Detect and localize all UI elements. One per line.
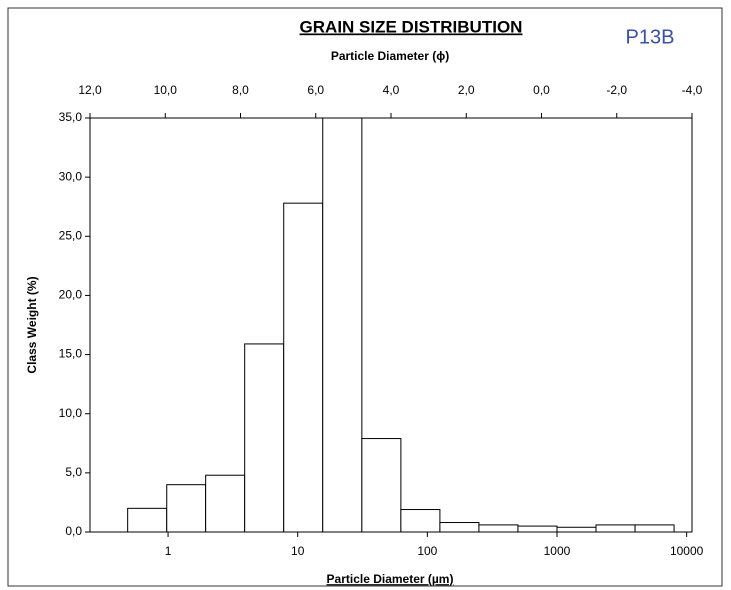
x2-tick-label: 12,0 bbox=[78, 83, 102, 97]
x-axis-label: Particle Diameter (µm) bbox=[327, 572, 454, 586]
bar bbox=[478, 524, 519, 533]
bar bbox=[205, 474, 246, 533]
x2-tick-label: 0,0 bbox=[533, 83, 550, 97]
bar bbox=[166, 484, 207, 533]
bar bbox=[556, 526, 597, 533]
y-tick-label: 30,0 bbox=[59, 169, 83, 183]
x2-tick-label: -2,0 bbox=[606, 83, 627, 97]
y-tick-label: 0,0 bbox=[65, 524, 82, 538]
bar bbox=[439, 522, 480, 533]
x-tick-label: 10 bbox=[291, 544, 305, 558]
x-tick-label: 1000 bbox=[544, 544, 571, 558]
x-tick-label: 100 bbox=[417, 544, 437, 558]
chart-title: GRAIN SIZE DISTRIBUTION bbox=[300, 17, 523, 36]
bar bbox=[127, 507, 168, 533]
bar bbox=[322, 117, 363, 533]
frame bbox=[7, 7, 723, 587]
bar bbox=[595, 524, 636, 533]
x2-tick-label: 10,0 bbox=[154, 83, 178, 97]
y-tick-label: 25,0 bbox=[59, 228, 83, 242]
bar bbox=[400, 509, 441, 533]
y-tick-label: 15,0 bbox=[59, 347, 83, 361]
bar bbox=[283, 202, 324, 533]
y-tick-label: 20,0 bbox=[59, 288, 83, 302]
x2-tick-label: -4,0 bbox=[682, 83, 703, 97]
y-tick-label: 35,0 bbox=[59, 110, 83, 124]
bar bbox=[361, 438, 402, 533]
x2-axis-label: Particle Diameter (ϕ) bbox=[331, 49, 449, 63]
bar bbox=[634, 524, 675, 533]
bar bbox=[244, 343, 285, 533]
x-tick-label: 10000 bbox=[670, 544, 704, 558]
x-tick-label: 1 bbox=[165, 544, 172, 558]
bar bbox=[517, 525, 558, 533]
y-axis-label: Class Weight (%) bbox=[25, 276, 39, 373]
x2-tick-label: 8,0 bbox=[232, 83, 249, 97]
annotation: P13B bbox=[626, 26, 675, 48]
x2-tick-label: 2,0 bbox=[458, 83, 475, 97]
x2-tick-label: 6,0 bbox=[307, 83, 324, 97]
y-tick-label: 10,0 bbox=[59, 406, 83, 420]
y-tick-label: 5,0 bbox=[65, 465, 82, 479]
x2-tick-label: 4,0 bbox=[383, 83, 400, 97]
